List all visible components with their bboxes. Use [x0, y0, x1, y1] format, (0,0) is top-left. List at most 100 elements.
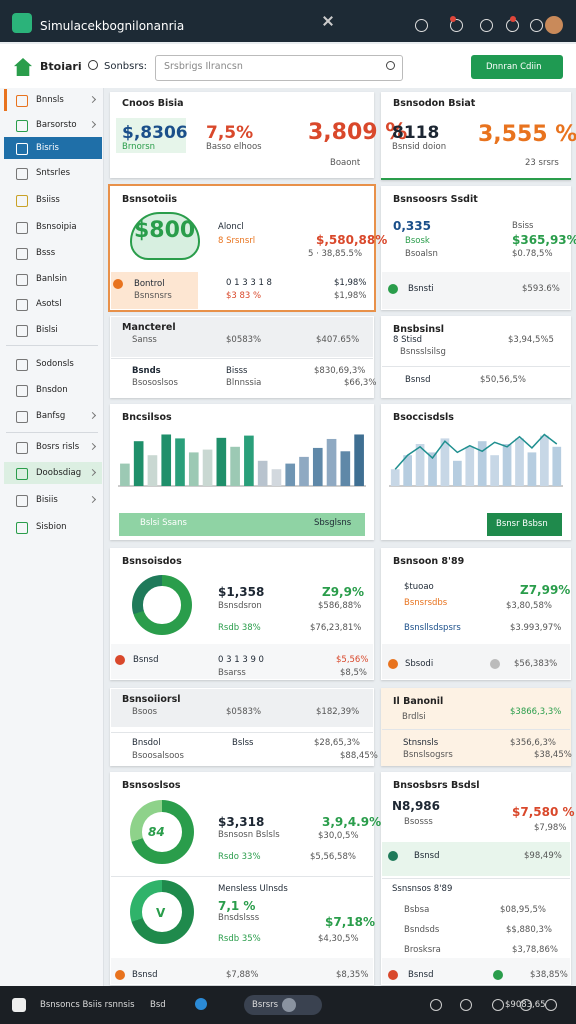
taskbar-icon[interactable] — [195, 998, 207, 1010]
sidebar-item[interactable]: Bsiiss — [36, 195, 60, 205]
card-text: Bsnsslsilsg — [400, 347, 446, 357]
sidebar-divider — [6, 345, 98, 346]
panel — [382, 842, 570, 876]
sidebar-item[interactable]: Bosrs risls — [36, 442, 80, 452]
taskbar-tab[interactable]: Bsd — [150, 1000, 166, 1010]
sidebar-item[interactable]: Bsss — [36, 248, 56, 258]
card-text: 5 · 38,85.5% — [308, 249, 363, 259]
card-text: Bsnslsogsrs — [403, 750, 453, 760]
card-text: $3 83 % — [226, 291, 262, 301]
brand: Btoiari — [40, 60, 82, 73]
status-icon — [388, 659, 398, 669]
sidebar-item[interactable]: Barsorsto — [36, 120, 77, 130]
card-text: $7,580 % — [512, 805, 575, 819]
divider — [382, 729, 570, 730]
sidebar-item[interactable]: Bisiis — [36, 495, 58, 505]
card-text: Aloncl — [218, 222, 244, 232]
card-text: $593.6% — [522, 284, 560, 294]
card-text: Bsbsa — [404, 905, 430, 915]
card-text: Bsoalsn — [405, 249, 438, 259]
card-text: 3,809 % — [308, 120, 408, 145]
card-text: Sbsodi — [405, 659, 434, 669]
card-text: 7,5% — [206, 123, 254, 143]
card-text: $3866,3,3% — [510, 707, 562, 717]
card-text: Bsnsti — [408, 284, 434, 294]
card-text: 8118 — [392, 123, 440, 143]
action-button[interactable] — [471, 55, 563, 79]
sidebar-item[interactable]: Bnsdon — [36, 385, 68, 395]
card-text: 8 Stisd — [393, 335, 423, 345]
panel — [116, 118, 186, 153]
taskbar-icon[interactable] — [545, 999, 557, 1011]
home-icon[interactable] — [14, 58, 32, 76]
sidebar-item[interactable]: Asotsl — [36, 299, 62, 309]
card-text: $3,78,86% — [512, 945, 558, 955]
panel — [382, 958, 570, 984]
card-text: Bsnsid doion — [392, 142, 447, 152]
toolbar-icon[interactable] — [480, 19, 493, 32]
sidebar-item[interactable]: Banfsg — [36, 411, 66, 421]
taskbar-icon[interactable] — [520, 999, 532, 1011]
card-text: Bslsi Ssans — [140, 518, 187, 528]
notification-dot — [450, 16, 456, 22]
taskbar-icon[interactable] — [430, 999, 442, 1011]
card-text: $4,30,5% — [318, 934, 359, 944]
avatar[interactable] — [545, 16, 563, 34]
sidebar-item[interactable]: Doobsdiag — [36, 468, 82, 478]
card-text: Blnnssia — [226, 378, 262, 388]
title-bar — [0, 0, 576, 42]
divider — [382, 366, 570, 367]
card-text: $,8306 — [122, 123, 188, 143]
sidebar-item[interactable]: Sntsrles — [36, 168, 71, 178]
toolbar-icon[interactable] — [450, 19, 463, 32]
card-text: Rsdo 33% — [218, 852, 261, 862]
sidebar-item[interactable]: Sodonsls — [36, 359, 74, 369]
card-text: 8 Srsnsrl — [218, 236, 256, 246]
card-text: Brosksra — [404, 945, 441, 955]
status-icon — [113, 279, 123, 289]
sidebar-icon — [16, 95, 28, 107]
card-text: 0,335 — [393, 219, 431, 233]
card-title: Bsnsoisdos — [122, 556, 182, 567]
status-icon — [490, 659, 500, 669]
sidebar-item[interactable]: Sisbion — [36, 522, 67, 532]
status-icon — [388, 284, 398, 294]
card — [381, 316, 571, 398]
search-icon[interactable] — [88, 60, 98, 70]
card-text: Ssnsnsos 8'89 — [392, 884, 453, 894]
search-input[interactable] — [155, 55, 403, 81]
card-text: $$,880,3% — [506, 925, 552, 935]
status-icon — [388, 970, 398, 980]
card-text: Bsiss — [512, 221, 534, 231]
card-title: Mancterel — [122, 322, 176, 333]
sidebar-item[interactable]: Banlsin — [36, 274, 67, 284]
toolbar-icon[interactable] — [415, 19, 428, 32]
status-icon — [388, 851, 398, 861]
sidebar-item[interactable]: Bnnsls — [36, 95, 64, 105]
taskbar-icon[interactable] — [492, 999, 504, 1011]
toolbar-icon[interactable] — [530, 19, 543, 32]
card-text: Bsnsdsron — [218, 601, 262, 611]
taskbar-icon[interactable] — [460, 999, 472, 1011]
panel — [382, 644, 570, 679]
panel — [111, 317, 373, 357]
card-text: $7,98% — [534, 823, 567, 833]
sidebar-item[interactable]: Bislsi — [36, 325, 58, 335]
sidebar-item[interactable]: Bsnsoipia — [36, 222, 77, 232]
card-text: Bsnsd — [132, 970, 158, 980]
divider — [111, 358, 373, 359]
status-icon — [115, 655, 125, 665]
card-text: $3,94,5%5 — [508, 335, 554, 345]
start-icon[interactable] — [12, 998, 26, 1012]
card-text: Brnorsn — [122, 142, 156, 152]
panel — [111, 272, 198, 309]
card-text: Sanss — [132, 335, 157, 345]
card-text: N8,986 — [392, 799, 440, 813]
card-title: Cnoos Bisia — [122, 98, 184, 109]
card-text: $tuoao — [404, 582, 434, 592]
divider — [111, 732, 373, 733]
card — [381, 688, 571, 766]
sidebar-item[interactable]: Bisris — [36, 143, 59, 153]
card-text: 3,9,4.9% — [322, 815, 382, 829]
